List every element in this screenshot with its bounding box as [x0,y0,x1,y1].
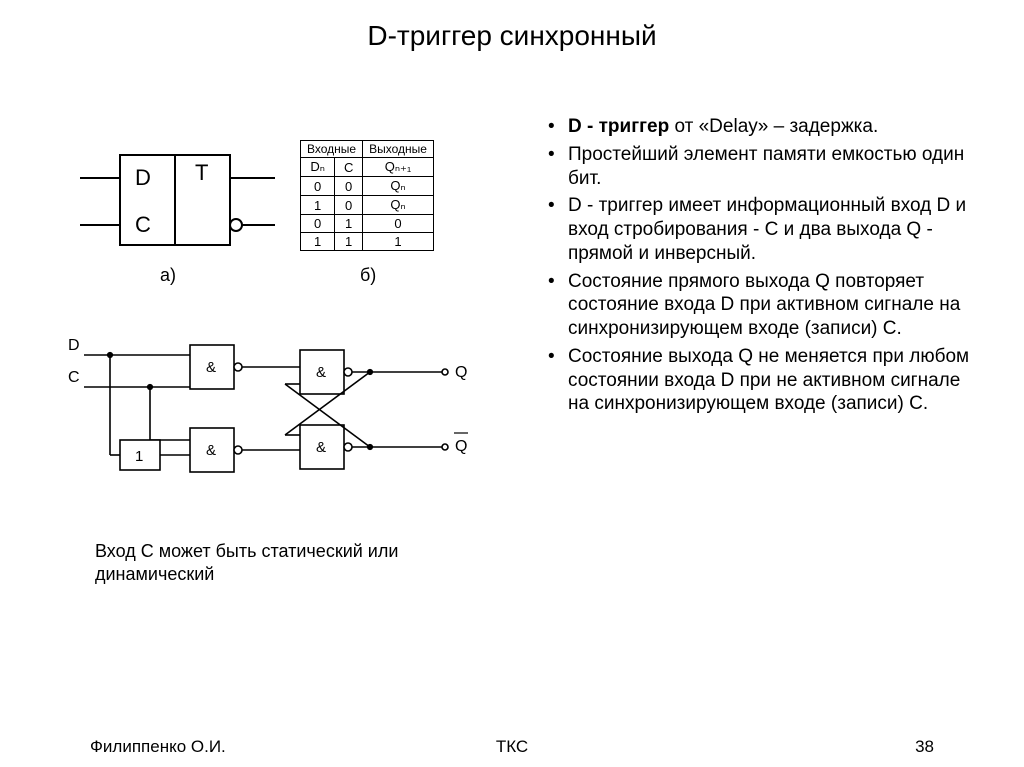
svg-text:&: & [316,439,326,456]
circuit-diagram: D C 1 & & [60,320,480,500]
svg-text:&: & [206,359,216,376]
th-inputs: Входные [301,141,363,158]
caption-text: Вход С может быть статический или динами… [95,540,495,587]
bullet-4: Состояние выхода Q не меняется при любом… [540,345,970,416]
truth-table: Входные Выходные Dₙ C Qₙ₊₁ 00Qₙ 10Qₙ 010… [300,140,434,251]
bullet-2: D - триггер имеет информационный вход D … [540,194,970,265]
label-b: б) [360,265,376,286]
bullet-0: D - триггер от «Delay» – задержка. [540,115,970,139]
svg-text:&: & [316,364,326,381]
footer-page: 38 [915,737,934,757]
th-outputs: Выходные [363,141,434,158]
svg-text:&: & [206,442,216,459]
page-title: D-триггер синхронный [0,20,1024,52]
circ-C: C [68,369,80,386]
gate-1: 1 [135,448,143,465]
bullet-3: Состояние прямого выхода Q повторяет сос… [540,270,970,341]
symbol-T: T [195,160,208,185]
bullet-list: D - триггер от «Delay» – задержка. Прост… [540,115,970,420]
symbol-C: C [135,212,151,237]
out-Q: Q [455,364,467,381]
bullet-1: Простейший элемент памяти емкостью один … [540,143,970,191]
th-Qn1: Qₙ₊₁ [363,158,434,177]
th-C: C [335,158,363,177]
symbol-D: D [135,165,151,190]
left-column: D C T а) б) Входные Выходные Dₙ C Qₙ₊₁ 0… [70,140,490,290]
truth-table-block: Входные Выходные Dₙ C Qₙ₊₁ 00Qₙ 10Qₙ 010… [300,140,460,251]
label-a: а) [160,265,176,286]
circ-D: D [68,337,80,354]
out-Qbar: Q [455,438,467,455]
th-Dn: Dₙ [301,158,335,177]
footer-center: ТКС [0,737,1024,757]
